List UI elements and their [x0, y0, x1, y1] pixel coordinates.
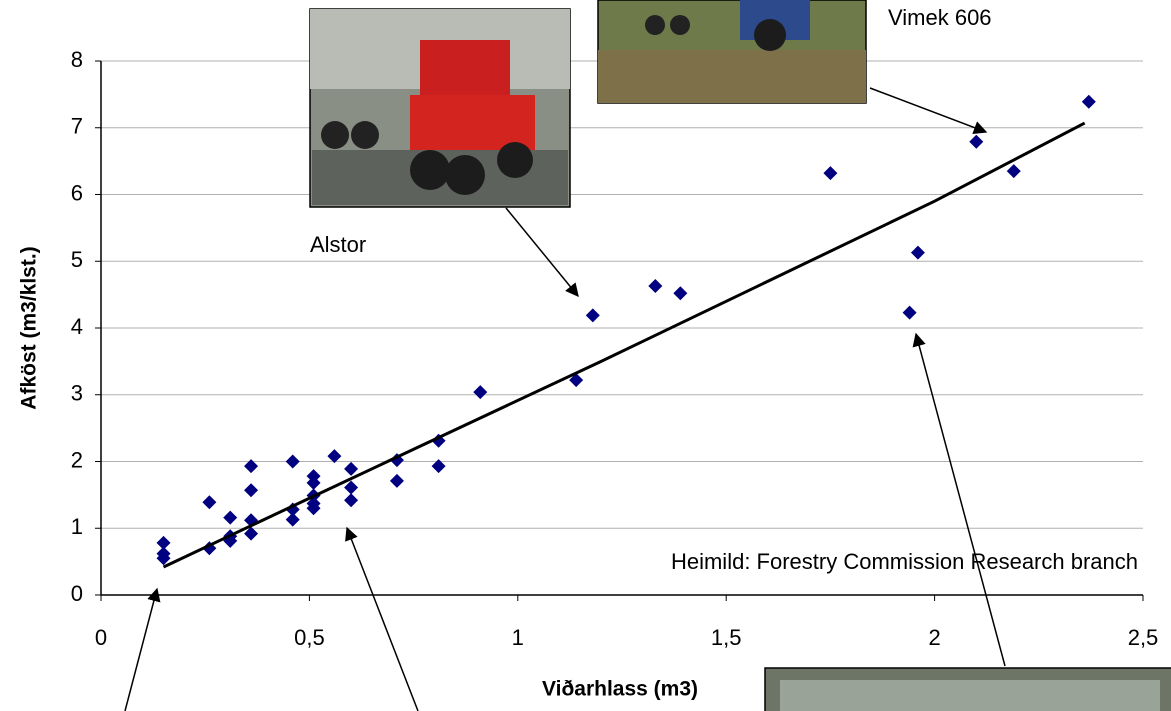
- x-tick-label: 1: [512, 625, 524, 650]
- point: [223, 510, 238, 525]
- point: [910, 245, 925, 260]
- point: [969, 134, 984, 149]
- y-tick-label: 2: [71, 447, 83, 472]
- point: [156, 535, 171, 550]
- photo-vimek: [597, 0, 867, 104]
- point: [202, 495, 217, 510]
- annotation: Vimek 606: [888, 5, 992, 30]
- point: [344, 461, 359, 476]
- y-axis-title: Afköst (m3/klst.): [18, 246, 41, 409]
- x-tick-label: 2: [928, 625, 940, 650]
- arrows: [124, 87, 1006, 711]
- point: [1081, 94, 1096, 109]
- point: [344, 480, 359, 495]
- point: [306, 475, 321, 490]
- point: [823, 166, 838, 181]
- point: [1006, 164, 1021, 179]
- y-tick-label: 1: [71, 514, 83, 539]
- point: [673, 286, 688, 301]
- y-tick-label: 7: [71, 114, 83, 139]
- point: [244, 526, 259, 541]
- x-tick-label: 0: [95, 625, 107, 650]
- point: [569, 373, 584, 388]
- annotation: Heimild: Forestry Commission Research br…: [671, 549, 1138, 574]
- point: [156, 551, 171, 566]
- point: [244, 483, 259, 498]
- annotation: Alstor: [310, 232, 366, 257]
- point: [902, 305, 917, 320]
- x-axis-title: Viðarhlass (m3): [542, 678, 698, 701]
- photo-alstor: [309, 8, 571, 208]
- point: [389, 473, 404, 488]
- point: [648, 278, 663, 293]
- point: [244, 459, 259, 474]
- y-tick-label: 3: [71, 381, 83, 406]
- point: [585, 308, 600, 323]
- y-tick-label: 0: [71, 581, 83, 606]
- x-tick-label: 0,5: [294, 625, 325, 650]
- point: [431, 459, 446, 474]
- point: [285, 512, 300, 527]
- point: [344, 493, 359, 508]
- photo-bottom: [764, 667, 1171, 711]
- point: [327, 449, 342, 464]
- point: [285, 454, 300, 469]
- point: [306, 501, 321, 516]
- y-tick-label: 5: [71, 247, 83, 272]
- x-tick-label: 2,5: [1128, 625, 1159, 650]
- y-tick-label: 8: [71, 47, 83, 72]
- point: [473, 385, 488, 400]
- y-tick-label: 6: [71, 180, 83, 205]
- y-tick-label: 4: [71, 314, 83, 339]
- trendline: [162, 121, 1086, 569]
- x-tick-label: 1,5: [711, 625, 742, 650]
